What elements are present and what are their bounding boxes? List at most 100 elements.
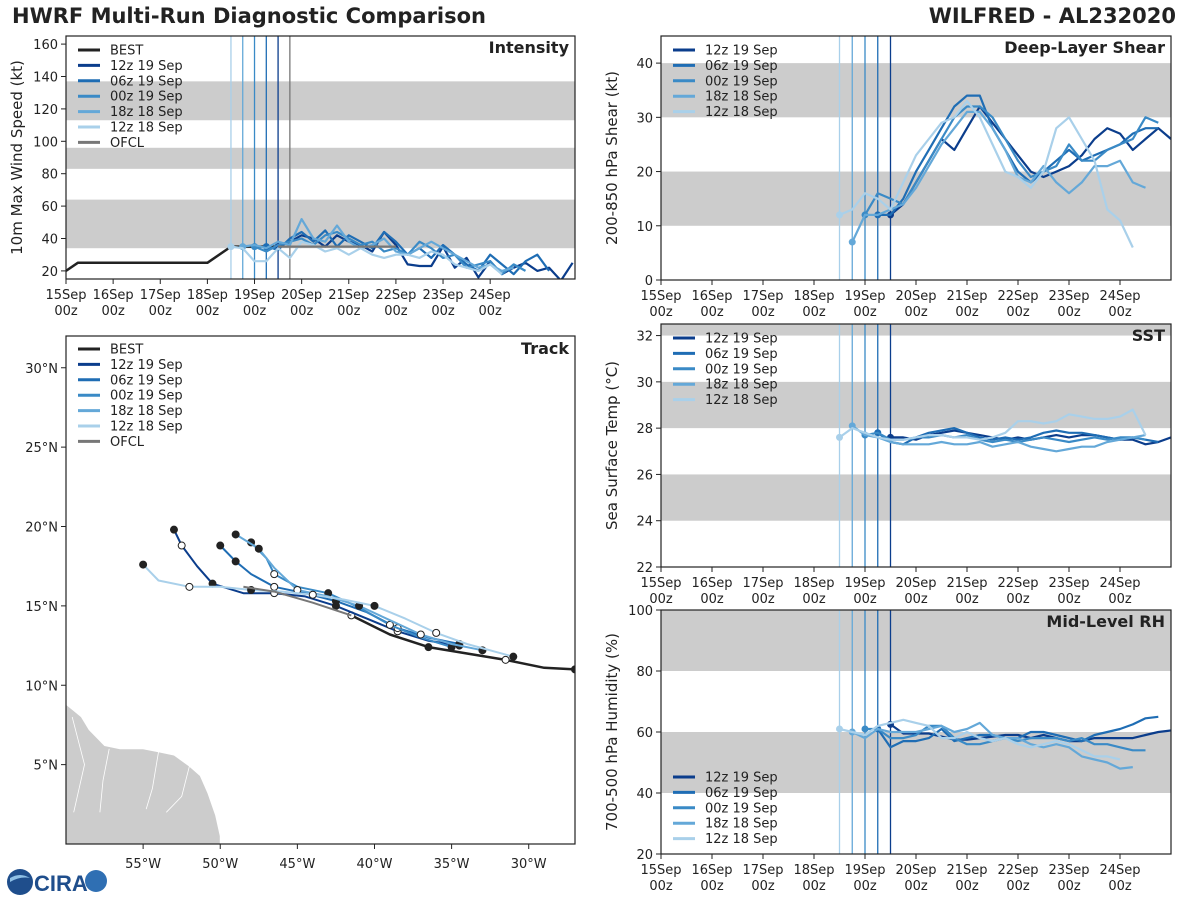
shear-ytick-label-0: 0 [645,274,653,289]
track-legend-label-best: BEST [110,343,143,358]
intensity-ytick-label-120: 120 [33,103,58,118]
track-fix-18z-18-sep-8 [254,544,263,553]
track-legend-label-ofcl: OFCL [110,435,145,450]
track-fix-06z-19-sep-8 [231,557,240,566]
rh-series-18z-18-sep [851,721,1133,770]
shear-xtick-label-day-9: 24Sep [1099,289,1140,304]
cira-logo: CIRA [7,869,107,896]
intensity-ytick-label-100: 100 [33,135,58,150]
track-fix-06z-19-sep-6 [270,582,279,591]
intensity-xtick-label-hour-9: 00z [478,304,502,319]
sst-legend-label-12z-18-sep: 12z 18 Sep [705,393,778,408]
sst-series-12z-18-sep [838,408,1147,441]
intensity-series-18z-18-sep [242,218,514,272]
sst-ytick-label-26: 26 [636,468,653,483]
track-xtick-label-4: 35°W [434,857,470,872]
track-frame [65,335,576,845]
sst-xtick-label-day-4: 19Sep [844,576,885,591]
track-fix-best-4 [424,643,433,652]
rh-xtick-label-hour-2: 00z [751,879,775,894]
shear-xtick-label-hour-5: 00z [904,305,928,320]
track-fix-best-2 [501,655,510,664]
track-ytick-label-3: 20°N [25,521,58,536]
shear-xtick-label-hour-4: 00z [853,305,877,320]
rh-frame [660,609,1172,855]
track-fix-12z-18-sep-6 [308,590,317,599]
rh-xtick-label-hour-5: 00z [904,879,928,894]
sst-xtick-label-day-6: 21Sep [946,576,987,591]
rh-panel: 15Sep00z16Sep00z17Sep00z18Sep00z19Sep00z… [603,604,1172,894]
track-ytick-label-2: 15°N [25,600,58,615]
rh-xtick-label-day-9: 24Sep [1099,863,1140,878]
shear-xtick-label-day-8: 23Sep [1048,289,1089,304]
shear-ylabel: 200-850 hPa Shear (kt) [603,71,621,245]
logo-satellite-icon [85,870,107,892]
sst-xtick-label-hour-6: 00z [955,592,979,607]
sst-frame [660,323,1172,568]
intensity-xtick-label-hour-7: 00z [384,304,408,319]
shear-xtick-label-day-4: 19Sep [844,289,885,304]
intensity-legend-label-12z-19-sep: 12z 19 Sep [110,59,183,74]
track-fix-12z-19-sep-11 [169,525,178,534]
track-land-south-america [66,703,221,844]
intensity-ytick-label-60: 60 [41,200,58,215]
sst-xtick-label-day-9: 24Sep [1099,576,1140,591]
track-fix-12z-18-sep-4 [370,601,379,610]
sst-xtick-label-hour-7: 00z [1006,592,1030,607]
track-xtick-label-5: 30°W [511,857,547,872]
sst-xtick-label-hour-2: 00z [751,592,775,607]
intensity-series-00z-19-sep [254,230,527,276]
track-path-06z-19-sep [219,544,460,645]
intensity-xtick-label-day-5: 20Sep [281,288,322,303]
sst-band-1 [661,381,1171,429]
sst-xtick-label-hour-8: 00z [1057,592,1081,607]
intensity-ylabel: 10m Max Wind Speed (kt) [8,60,26,255]
rh-xtick-label-day-0: 15Sep [640,863,681,878]
intensity-ytick-label-40: 40 [41,233,58,248]
intensity-xtick-label-day-8: 23Sep [423,288,464,303]
shear-xtick-label-hour-6: 00z [955,305,979,320]
track-legend-label-12z-19-sep: 12z 19 Sep [110,358,183,373]
track-fix-12z-18-sep-2 [432,628,441,637]
shear-init-point-18z-18-sep [848,238,856,246]
track-xtick-label-3: 40°W [357,857,393,872]
rh-ytick-label-100: 100 [628,604,653,619]
rh-ytick-label-60: 60 [636,726,653,741]
rh-xtick-label-day-7: 22Sep [997,863,1038,878]
shear-xtick-label-day-3: 18Sep [793,289,834,304]
intensity-legend-label-00z-19-sep: 00z 19 Sep [110,90,183,105]
storm-id-title: WILFRED - AL232020 [928,4,1176,28]
rh-legend-label-06z-19-sep: 06z 19 Sep [705,786,778,801]
rh-xtick-label-hour-9: 00z [1108,879,1132,894]
intensity-legend-label-ofcl: OFCL [110,136,145,151]
shear-xtick-label-day-7: 22Sep [997,289,1038,304]
shear-xtick-label-hour-7: 00z [1006,305,1030,320]
track-ytick-label-1: 10°N [25,679,58,694]
sst-ylabel: Sea Surface Temp (°C) [603,361,621,530]
intensity-xtick-label-day-0: 15Sep [45,288,86,303]
shear-ytick-label-40: 40 [636,57,653,72]
intensity-ytick-label-20: 20 [41,265,58,280]
track-land-border-2 [166,766,190,813]
shear-legend-label-18z-18-sep: 18z 18 Sep [705,90,778,105]
shear-xtick-label-day-1: 16Sep [691,289,732,304]
rh-xtick-label-hour-8: 00z [1057,879,1081,894]
sst-legend-label-18z-18-sep: 18z 18 Sep [705,378,778,393]
shear-xtick-label-hour-0: 00z [649,305,673,320]
shear-ytick-label-30: 30 [636,111,653,126]
track-plot-area [66,525,575,844]
shear-legend-label-12z-18-sep: 12z 18 Sep [705,105,778,120]
intensity-frame [65,35,576,280]
intensity-xtick-label-day-9: 24Sep [470,288,511,303]
intensity-legend-label-12z-18-sep: 12z 18 Sep [110,121,183,136]
rh-legend-label-12z-18-sep: 12z 18 Sep [705,832,778,847]
track-panel: 55°W 50°W 45°W 40°W 35°W 30°W 5°N 10°N 15°N 20°N 2… [25,335,576,872]
sst-legend-label-12z-19-sep: 12z 19 Sep [705,332,778,347]
rh-xtick-label-day-1: 16Sep [691,863,732,878]
shear-title: Deep-Layer Shear [1004,38,1165,57]
shear-legend-label-00z-19-sep: 00z 19 Sep [705,74,778,89]
rh-xtick-label-hour-3: 00z [802,879,826,894]
shear-series-00z-19-sep [864,105,1159,216]
track-legend-label-00z-19-sep: 00z 19 Sep [110,389,183,404]
